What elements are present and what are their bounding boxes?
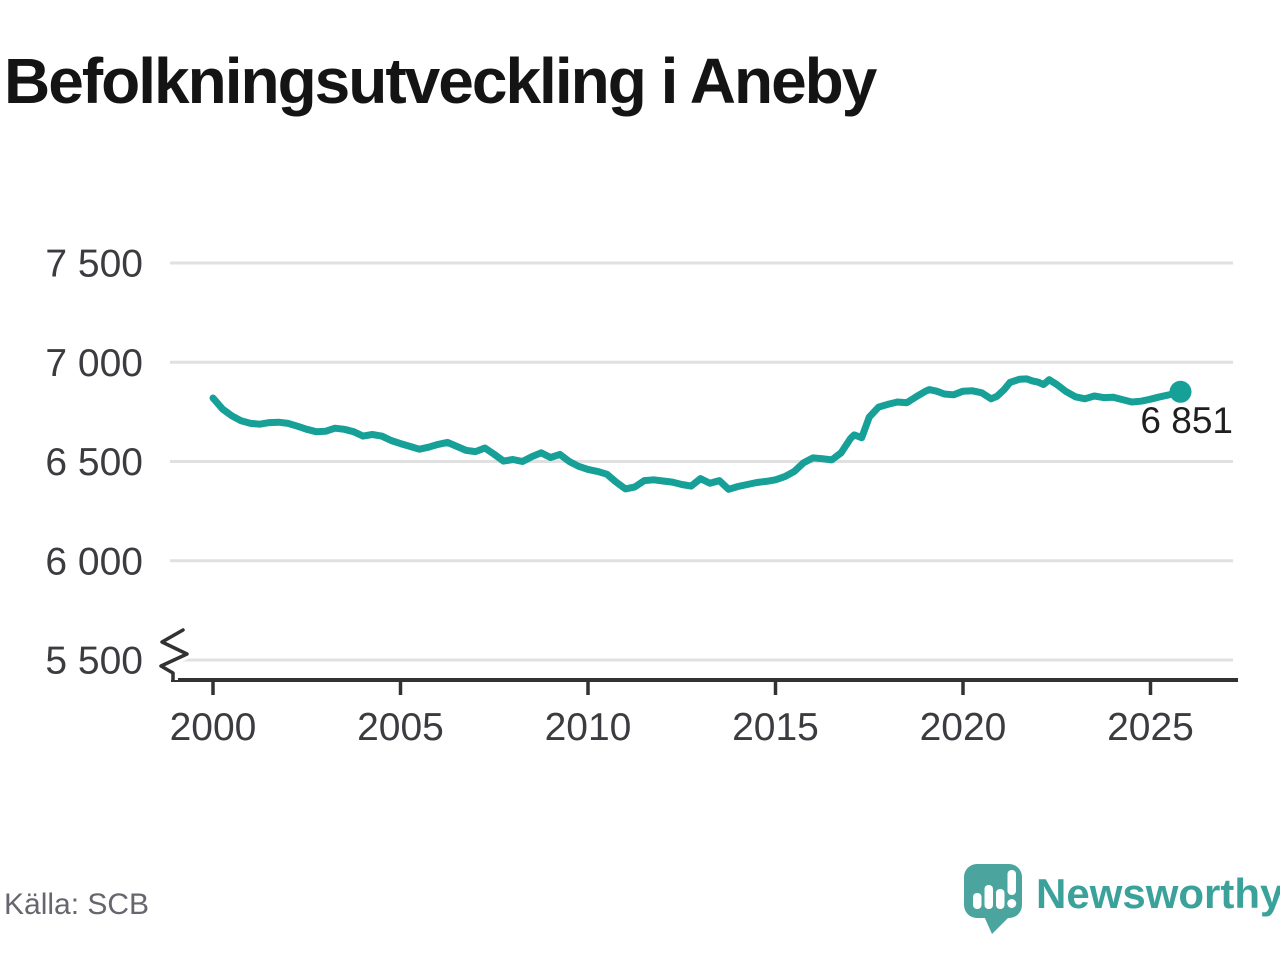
newsworthy-logo-icon bbox=[964, 864, 1022, 934]
y-tick-label: 6 500 bbox=[45, 441, 143, 484]
y-tick-label: 6 000 bbox=[45, 540, 143, 583]
x-tick-label: 2005 bbox=[357, 706, 444, 749]
y-tick-label: 7 500 bbox=[45, 243, 143, 286]
y-axis-break bbox=[159, 628, 189, 682]
latest-value-label: 6 851 bbox=[1140, 400, 1233, 441]
brand-name: Newsworthy bbox=[1036, 870, 1280, 917]
data-series-group bbox=[209, 375, 1192, 493]
population-line bbox=[209, 375, 1184, 493]
y-tick-label: 7 000 bbox=[45, 342, 143, 385]
y-tick-label: 5 500 bbox=[45, 640, 143, 683]
chart-title: Befolkningsutveckling i Aneby bbox=[4, 45, 877, 117]
gridlines-group: 5 500 6 000 6 500 7 000 7 500 bbox=[45, 243, 1233, 683]
source-label: Källa: SCB bbox=[4, 888, 150, 921]
x-tick-label: 2000 bbox=[170, 706, 257, 749]
x-tick-label: 2025 bbox=[1107, 706, 1194, 749]
x-tick-label: 2010 bbox=[545, 706, 632, 749]
axes-group: 2000 2005 2010 2015 2020 2025 bbox=[156, 625, 1238, 749]
x-tick-label: 2020 bbox=[920, 706, 1007, 749]
latest-point-dot bbox=[1169, 380, 1192, 403]
x-tick-label: 2015 bbox=[732, 706, 819, 749]
